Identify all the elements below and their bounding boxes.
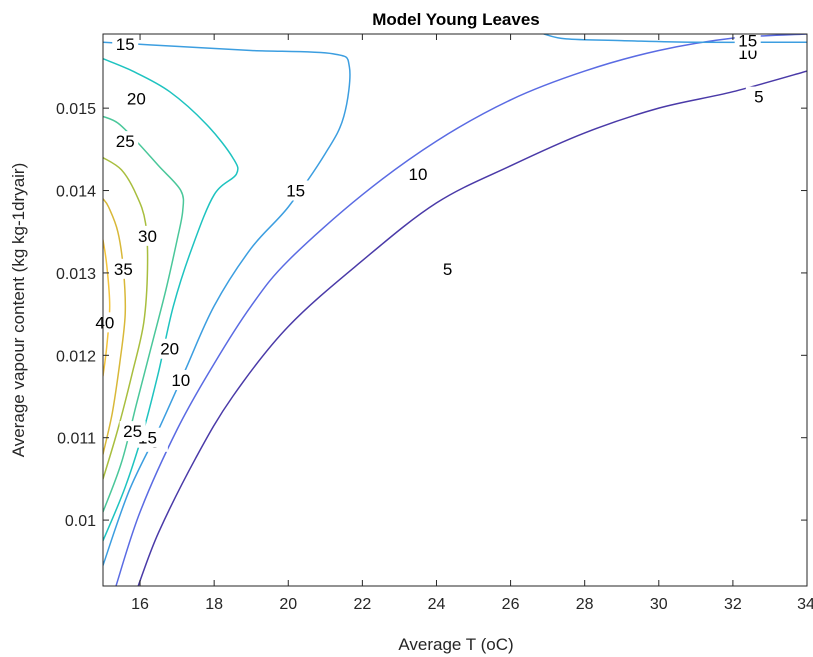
contour-label-10: 10 <box>171 371 190 390</box>
x-tick-label: 34 <box>797 596 813 613</box>
x-tick-label: 28 <box>576 596 594 613</box>
contour-label-bg <box>91 312 118 333</box>
contour-label-bg <box>123 88 150 109</box>
contour-label-bg <box>156 338 183 359</box>
contour-label-5: 5 <box>443 260 452 279</box>
y-tick-label: 0.01 <box>65 513 96 530</box>
x-tick-label: 16 <box>131 596 149 613</box>
contour-label-bg <box>734 30 761 51</box>
contour-line-10 <box>115 34 807 586</box>
chart-title: Model Young Leaves <box>372 10 540 29</box>
x-tick-label: 22 <box>353 596 371 613</box>
x-tick-label: 30 <box>650 596 668 613</box>
y-tick-label: 0.014 <box>56 184 96 201</box>
contour-label-15: 15 <box>738 32 757 51</box>
contour-label-25: 25 <box>123 422 142 441</box>
contour-label-bg <box>282 180 309 201</box>
x-tick-label: 24 <box>428 596 446 613</box>
y-tick-label: 0.011 <box>57 431 96 448</box>
contour-label-35: 35 <box>114 260 133 279</box>
contour-label-20: 20 <box>127 89 146 108</box>
x-axis-label: Average T (oC) <box>398 635 513 654</box>
x-tick-label: 20 <box>279 596 297 613</box>
contour-line-40 <box>103 239 111 377</box>
y-tick-label: 0.013 <box>56 266 96 283</box>
y-tick-label: 0.012 <box>56 348 96 365</box>
contour-label-30: 30 <box>138 227 157 246</box>
contour-line-30 <box>103 156 149 480</box>
contour-label-bg <box>745 86 772 107</box>
y-axis-label: Average vapour content (kg kg-1dryair) <box>9 163 28 458</box>
contour-label-10: 10 <box>408 165 427 184</box>
x-tick-label: 32 <box>724 596 742 613</box>
contour-label-bg <box>434 258 461 279</box>
y-tick-label: 0.015 <box>56 101 96 118</box>
contour-label-15: 15 <box>116 35 135 54</box>
contour-label-bg <box>110 258 137 279</box>
contour-line-5 <box>137 70 807 586</box>
contour-labels: 5551010101515151520202525303540 <box>91 30 772 452</box>
y-axis-ticks: 0.01 0.011 0.012 0.013 0.014 0.015 <box>56 101 807 530</box>
contour-label-bg <box>119 421 146 442</box>
contour-label-25: 25 <box>116 132 135 151</box>
contour-label-bg <box>112 131 139 152</box>
contour-label-bg <box>134 225 161 246</box>
contour-label-bg <box>167 370 194 391</box>
contour-label-15: 15 <box>286 182 305 201</box>
contour-label-20: 20 <box>160 340 179 359</box>
plot-frame <box>102 33 808 587</box>
contour-label-40: 40 <box>95 313 114 332</box>
contour-label-5: 5 <box>754 88 763 107</box>
contour-line-35 <box>103 198 127 455</box>
contour-label-bg <box>404 164 431 185</box>
x-tick-label: 26 <box>502 596 520 613</box>
contour-label-bg <box>112 33 139 54</box>
x-axis-ticks: 16 18 20 22 24 26 28 30 32 34 <box>131 34 813 613</box>
x-tick-label: 18 <box>205 596 223 613</box>
